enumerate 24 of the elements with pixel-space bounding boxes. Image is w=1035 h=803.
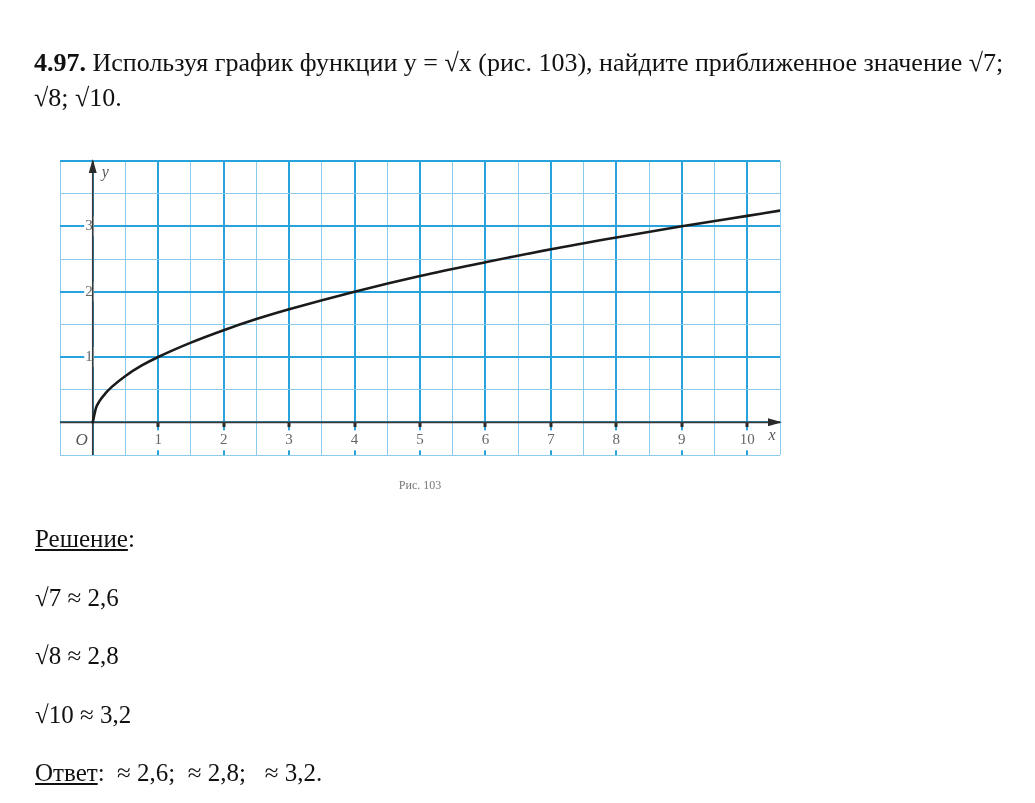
x-tick-label: 9 [678, 431, 686, 448]
y-tick-label: 1 [85, 347, 93, 364]
text: √7 ≈ 2,6 [35, 583, 119, 612]
text: √8 ≈ 2,8 [35, 642, 119, 670]
x-tick-label: 5 [416, 431, 424, 448]
x-tick-label: 1 [154, 431, 162, 448]
y-tick-label: 2 [85, 282, 93, 299]
text: Решение: [35, 525, 135, 553]
text: √10 ≈ 3,2 [35, 700, 132, 729]
text: Ответ: ≈ 2,6; ≈ 2,8; ≈ 3,2. [35, 759, 323, 787]
x-tick-label: 2 [219, 431, 228, 448]
line-series [91, 209, 780, 424]
x-axis-title: x [767, 425, 776, 443]
x-tick-label: 7 [547, 431, 556, 448]
x-tick-label: 4 [350, 431, 359, 448]
annotation: O [75, 429, 88, 449]
x-tick-label: 8 [612, 431, 621, 448]
text: Рис. 103 [397, 478, 443, 493]
x-tick-label: 6 [481, 431, 490, 448]
y-tick-label: 3 [85, 217, 93, 234]
x-tick-label: 10 [739, 431, 755, 448]
x-tick-label: 3 [285, 431, 293, 448]
y-axis-title: y [99, 163, 110, 182]
chart-title: 4.97. Используя график функции y = √x (рис. 103), найдите приближенное значение √7; √8; √10. [34, 47, 1005, 114]
